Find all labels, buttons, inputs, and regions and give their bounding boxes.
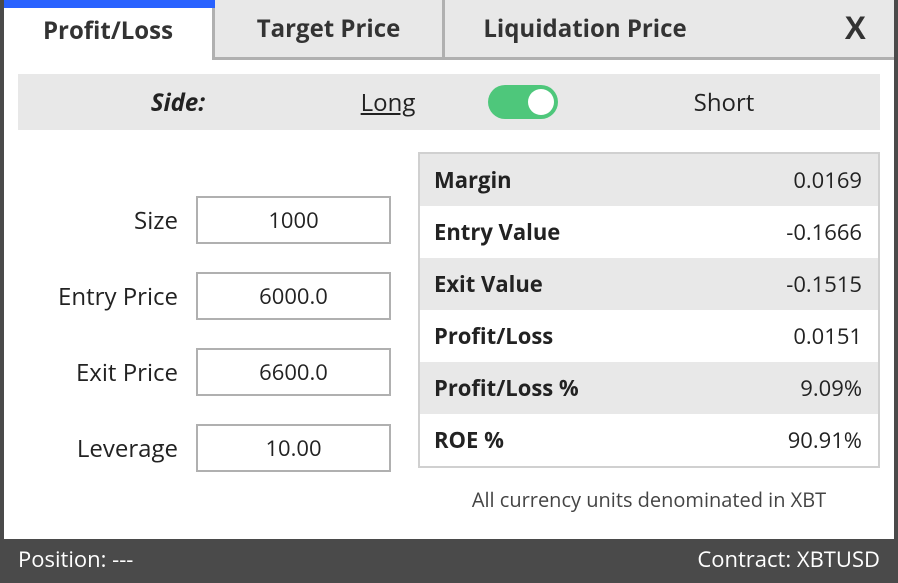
result-label: Entry Value [434, 217, 786, 247]
exit-price-label: Exit Price [18, 356, 178, 389]
result-row-entry-value: Entry Value -0.1666 [420, 206, 878, 258]
result-row-profit-loss-pct: Profit/Loss % 9.09% [420, 362, 878, 414]
tabs-bar: Profit/Loss Target Price Liquidation Pri… [4, 0, 894, 60]
main-area: Size 1000 Entry Price 6000.0 Exit Price … [18, 152, 880, 539]
input-row-leverage: Leverage 10.00 [18, 424, 398, 472]
input-row-entry-price: Entry Price 6000.0 [18, 272, 398, 320]
result-label: Profit/Loss [434, 321, 793, 351]
side-short-option[interactable]: Short [588, 86, 860, 119]
side-long-option[interactable]: Long [318, 86, 458, 119]
active-tab-indicator [4, 0, 215, 8]
side-selector: Side: Long Short [18, 74, 880, 130]
close-button[interactable]: X [725, 0, 894, 60]
content-area: Side: Long Short Size 1000 Entry Price 6… [4, 60, 894, 539]
inputs-column: Size 1000 Entry Price 6000.0 Exit Price … [18, 152, 398, 539]
tab-target-price[interactable]: Target Price [215, 0, 445, 60]
entry-price-label: Entry Price [18, 280, 178, 313]
result-row-roe-pct: ROE % 90.91% [420, 414, 878, 466]
result-value: -0.1666 [786, 217, 862, 247]
toggle-knob [528, 89, 554, 115]
input-row-size: Size 1000 [18, 196, 398, 244]
side-toggle[interactable] [488, 85, 558, 119]
size-label: Size [18, 204, 178, 237]
tab-liquidation-price[interactable]: Liquidation Price [445, 0, 725, 60]
exit-price-input[interactable]: 6600.0 [196, 348, 391, 396]
result-value: 0.0151 [793, 321, 862, 351]
currency-footnote: All currency units denominated in XBT [418, 486, 880, 513]
result-label: Exit Value [434, 269, 786, 299]
result-value: 0.0169 [793, 165, 862, 195]
result-row-profit-loss: Profit/Loss 0.0151 [420, 310, 878, 362]
calculator-panel: Profit/Loss Target Price Liquidation Pri… [0, 0, 898, 583]
result-label: ROE % [434, 425, 788, 455]
results-column: Margin 0.0169 Entry Value -0.1666 Exit V… [418, 152, 880, 539]
leverage-label: Leverage [18, 432, 178, 465]
input-row-exit-price: Exit Price 6600.0 [18, 348, 398, 396]
status-bar: Position: --- Contract: XBTUSD [4, 539, 894, 579]
leverage-input[interactable]: 10.00 [196, 424, 391, 472]
close-icon: X [845, 10, 866, 47]
result-row-margin: Margin 0.0169 [420, 154, 878, 206]
result-row-exit-value: Exit Value -0.1515 [420, 258, 878, 310]
result-value: 9.09% [800, 373, 862, 403]
size-input[interactable]: 1000 [196, 196, 391, 244]
tab-profit-loss[interactable]: Profit/Loss [4, 0, 215, 60]
result-label: Margin [434, 165, 793, 195]
result-label: Profit/Loss % [434, 373, 800, 403]
contract-status: Contract: XBTUSD [697, 544, 880, 574]
result-value: 90.91% [788, 425, 862, 455]
entry-price-input[interactable]: 6000.0 [196, 272, 391, 320]
side-label: Side: [38, 86, 318, 119]
results-table: Margin 0.0169 Entry Value -0.1666 Exit V… [418, 152, 880, 468]
position-status: Position: --- [18, 544, 133, 574]
result-value: -0.1515 [786, 269, 862, 299]
